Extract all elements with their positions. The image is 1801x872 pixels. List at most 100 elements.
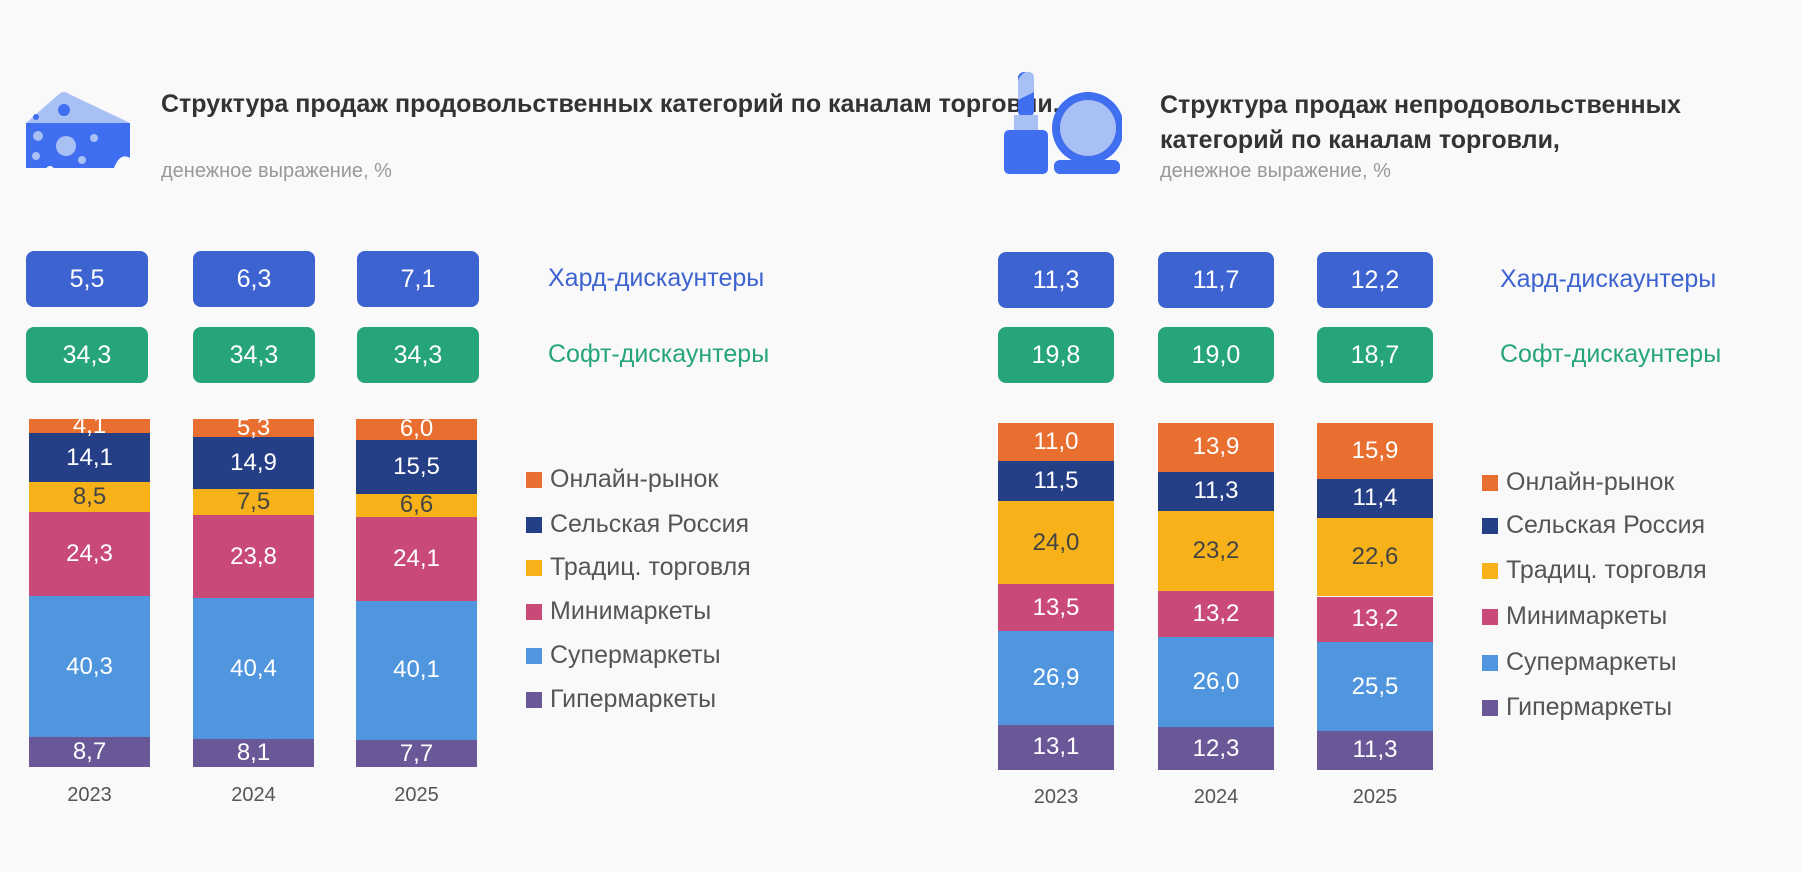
hard-discounter-value-box: 12,2 (1317, 252, 1433, 308)
bar-segment: 13,2 (1317, 596, 1433, 643)
cheese-icon (26, 92, 130, 172)
x-tick-label: 2023 (1033, 786, 1079, 808)
legend-swatch (526, 516, 542, 533)
bar-segment: 26,9 (998, 631, 1114, 725)
soft-discounter-value-box: 19,0 (1158, 327, 1274, 383)
legend-swatch (1482, 517, 1498, 534)
bar-value-label: 4,1 (72, 412, 107, 440)
legend-label: Гипермаркеты (1506, 693, 1673, 721)
bar-value-label: 8,7 (72, 737, 107, 765)
bar-value-label: 40,4 (230, 654, 277, 682)
bar-segment: 15,9 (1317, 423, 1433, 479)
bar-value-label: 7,5 (236, 488, 271, 516)
bar-segment: 13,1 (998, 724, 1114, 770)
lipstick-mirror-icon (1004, 71, 1122, 174)
bar-segment: 40,1 (356, 600, 477, 741)
bar-segment: 40,3 (29, 596, 150, 737)
legend-label: Традиц. торговля (1506, 556, 1707, 584)
bar-value-label: 40,3 (66, 652, 113, 680)
soft-discounter-value-box: 34,3 (357, 327, 479, 383)
bar-segment: 13,5 (998, 584, 1114, 632)
legend-label: Минимаркеты (550, 597, 712, 625)
legend-item: Гипермаркеты (526, 685, 716, 714)
soft-discounter-value-box: 34,3 (26, 327, 148, 383)
hard-discounter-value-box: 11,3 (998, 252, 1114, 308)
bar-segment: 14,1 (29, 433, 150, 483)
bar-value-label: 11,4 (1352, 484, 1398, 512)
hard-discounter-label: Хард-дискаунтеры (1500, 265, 1717, 293)
bar-segment: 5,3 (193, 414, 314, 441)
chart-subtitle-food: денежное выражение, % (161, 160, 392, 182)
legend-item: Онлайн-рынок (1482, 468, 1674, 497)
legend-swatch (526, 559, 542, 576)
bar-segment: 24,3 (29, 511, 150, 597)
bar-segment: 11,4 (1317, 478, 1433, 519)
legend-item: Минимаркеты (1482, 602, 1667, 631)
soft-discounter-label: Софт-дискаунтеры (548, 340, 770, 368)
legend-label: Гипермаркеты (550, 685, 717, 713)
bar-segment: 13,9 (1158, 423, 1274, 472)
bar-segment: 11,3 (1317, 730, 1433, 770)
legend-label: Супермаркеты (550, 641, 721, 669)
bar-value-label: 40,1 (393, 656, 440, 684)
x-tick-label: 2024 (231, 784, 276, 806)
bar-segment: 22,6 (1317, 518, 1433, 597)
bar-value-label: 24,1 (393, 544, 440, 572)
bar-value-label: 14,1 (66, 443, 113, 471)
bar-value-label: 11,5 (1033, 467, 1079, 495)
bar-segment: 15,5 (356, 439, 477, 494)
bar-segment: 13,2 (1158, 591, 1274, 638)
bar-segment: 24,0 (998, 501, 1114, 585)
bar-value-label: 26,9 (1032, 663, 1080, 691)
legend-swatch (1482, 562, 1498, 579)
legend-swatch (1482, 608, 1498, 625)
bar-value-label: 22,6 (1351, 543, 1399, 571)
bar-value-label: 15,5 (393, 452, 440, 480)
bar-value-label: 8,1 (236, 738, 271, 766)
legend-item: Сельская Россия (526, 510, 749, 539)
legend-label: Сельская Россия (550, 510, 750, 538)
bar-segment: 12,3 (1158, 727, 1274, 770)
bar-segment: 26,0 (1158, 637, 1274, 728)
soft-discounter-value-box: 34,3 (193, 327, 315, 383)
bar-value-label: 13,1 (1032, 733, 1080, 761)
hard-discounter-label: Хард-дискаунтеры (548, 264, 765, 292)
bar-segment: 25,5 (1317, 642, 1433, 731)
legend-swatch (1482, 474, 1498, 491)
legend-label: Традиц. торговля (550, 553, 751, 581)
legend-label: Сельская Россия (1506, 511, 1706, 539)
bar-value-label: 11,3 (1193, 477, 1239, 505)
legend-item: Традиц. торговля (1482, 556, 1707, 585)
bar-segment: 8,5 (29, 482, 150, 512)
bar-segment: 7,7 (356, 740, 477, 767)
legend-swatch (526, 471, 542, 488)
bar-segment: 11,0 (998, 423, 1114, 462)
bar-value-label: 11,0 (1033, 428, 1079, 456)
bar-value-label: 24,0 (1032, 528, 1080, 556)
x-tick-label: 2023 (67, 784, 112, 806)
legend-label: Супермаркеты (1506, 648, 1677, 676)
bar-segment: 24,1 (356, 516, 477, 601)
bar-value-label: 25,5 (1351, 672, 1399, 700)
x-tick-label: 2025 (1352, 786, 1398, 808)
bar-segment: 11,5 (998, 461, 1114, 502)
bar-segment: 4,1 (29, 412, 150, 439)
legend-item: Традиц. торговля (526, 553, 751, 582)
bar-segment: 7,5 (193, 488, 314, 516)
bar-segment: 11,3 (1158, 471, 1274, 511)
chart-title-food: Структура продаж продовольственных катег… (161, 90, 1060, 118)
bar-segment: 14,9 (193, 437, 314, 490)
bar-segment: 23,2 (1158, 510, 1274, 592)
legend-item: Онлайн-рынок (526, 465, 718, 494)
bar-value-label: 12,3 (1192, 734, 1240, 762)
legend-swatch (526, 691, 542, 708)
legend-item: Супермаркеты (526, 641, 721, 670)
soft-discounter-value-box: 18,7 (1317, 327, 1433, 383)
bar-value-label: 6,6 (399, 491, 434, 519)
legend-swatch (1482, 654, 1498, 671)
soft-discounter-label: Софт-дискаунтеры (1500, 340, 1722, 368)
legend-item: Супермаркеты (1482, 648, 1677, 677)
bar-value-label: 13,2 (1351, 605, 1399, 633)
bar-segment: 8,7 (29, 736, 150, 767)
legend-item: Гипермаркеты (1482, 693, 1672, 722)
